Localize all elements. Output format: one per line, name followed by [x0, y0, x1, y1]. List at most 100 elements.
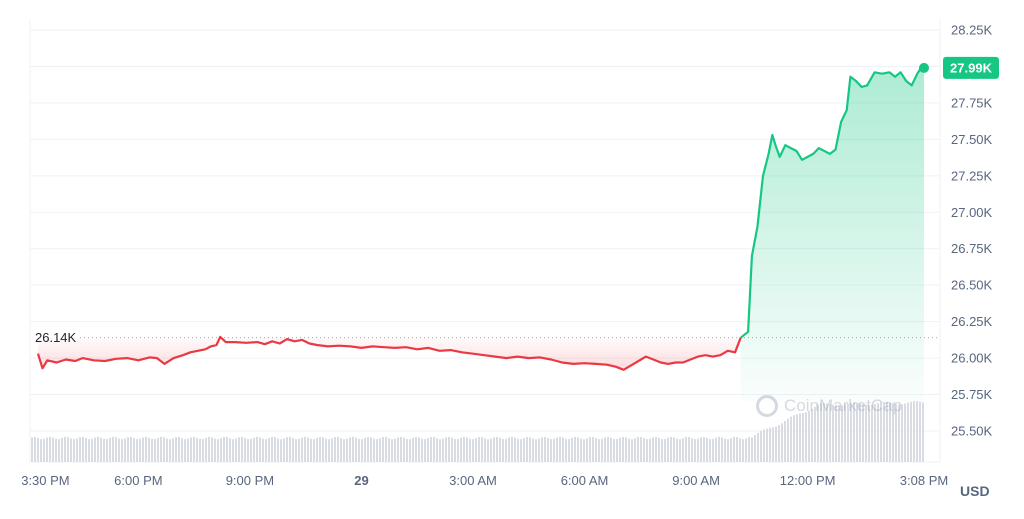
- volume-bar: [859, 403, 861, 462]
- volume-bar: [601, 438, 603, 462]
- volume-bar: [319, 436, 321, 462]
- volume-bar: [616, 439, 618, 462]
- volume-bar: [634, 438, 636, 462]
- volume-bar: [712, 438, 714, 462]
- volume-bar: [64, 436, 66, 462]
- volume-bar: [775, 426, 777, 462]
- volume-bar: [154, 439, 156, 462]
- volume-bar: [835, 405, 837, 462]
- volume-bar: [559, 436, 561, 462]
- volume-bar: [52, 437, 54, 462]
- volume-bar: [382, 437, 384, 462]
- volume-bar: [868, 405, 870, 462]
- volume-bar: [757, 432, 759, 462]
- volume-bar: [658, 437, 660, 462]
- volume-bar: [781, 423, 783, 462]
- volume-bar: [478, 436, 480, 462]
- volume-bar: [406, 438, 408, 462]
- y-axis: 28.25K28.00K27.75K27.50K27.25K27.00K26.7…: [943, 23, 999, 439]
- volume-bar: [493, 437, 495, 462]
- volume-bar: [202, 438, 204, 462]
- volume-bar: [562, 437, 564, 462]
- volume-bar: [580, 438, 582, 462]
- volume-bar: [370, 437, 372, 462]
- volume-bar: [325, 438, 327, 462]
- volume-bar: [172, 438, 174, 462]
- volume-bar: [280, 439, 282, 462]
- volume-bar: [538, 438, 540, 462]
- volume-bar: [514, 437, 516, 462]
- volume-bar: [100, 437, 102, 462]
- volume-bar: [604, 437, 606, 462]
- volume-bar: [403, 437, 405, 462]
- volume-bar: [136, 439, 138, 462]
- volume-bar: [46, 437, 48, 462]
- volume-bar: [655, 436, 657, 462]
- volume-bar: [142, 437, 144, 462]
- volume-bar: [379, 438, 381, 462]
- volume-bar: [511, 436, 513, 462]
- volume-bar: [637, 437, 639, 462]
- volume-bar: [268, 438, 270, 462]
- volume-bar: [241, 436, 243, 462]
- volume-bar: [760, 430, 762, 462]
- volume-bar: [412, 437, 414, 462]
- volume-bar: [550, 439, 552, 462]
- volume-bar: [694, 439, 696, 462]
- volume-bar: [910, 401, 912, 462]
- volume-bar: [508, 437, 510, 462]
- volume-bar: [307, 437, 309, 462]
- volume-bar: [58, 439, 60, 462]
- volume-bar: [661, 439, 663, 462]
- volume-bar: [283, 438, 285, 462]
- y-tick-label: 27.25K: [951, 168, 993, 183]
- volume-bar: [808, 410, 810, 462]
- volume-bar: [592, 436, 594, 462]
- volume-bar: [571, 437, 573, 462]
- watermark-text: CoinMarketCap: [784, 396, 903, 415]
- volume-bar: [595, 438, 597, 462]
- volume-bar: [106, 439, 108, 462]
- volume-bar: [457, 438, 459, 462]
- volume-bar: [76, 438, 78, 462]
- volume-bar: [124, 438, 126, 462]
- volume-bar: [652, 437, 654, 462]
- coinmarketcap-logo-icon: [756, 395, 778, 417]
- volume-bar: [862, 404, 864, 462]
- x-tick-label: 29: [354, 473, 368, 488]
- volume-bar: [220, 438, 222, 462]
- volume-bar: [754, 435, 756, 462]
- volume-bar: [184, 439, 186, 462]
- volume-bar: [85, 438, 87, 462]
- volume-bar: [625, 437, 627, 462]
- volume-bar: [577, 437, 579, 462]
- volume-bar: [877, 403, 879, 462]
- volume-bar: [430, 436, 432, 462]
- volume-bar: [697, 438, 699, 462]
- volume-bar: [415, 436, 417, 462]
- volume-bar: [823, 403, 825, 462]
- volume-bar: [31, 437, 33, 462]
- volume-bar: [223, 436, 225, 462]
- volume-bar: [739, 438, 741, 462]
- y-tick-label: 27.75K: [951, 95, 993, 110]
- current-price-badge: [943, 56, 999, 79]
- volume-bar: [583, 439, 585, 462]
- volume-bar: [463, 436, 465, 462]
- volume-bar: [844, 404, 846, 462]
- volume-bar: [664, 438, 666, 462]
- volume-bar: [817, 404, 819, 462]
- volume-bar: [61, 438, 63, 462]
- x-tick-label: 12:00 PM: [780, 473, 836, 488]
- volume-bar: [586, 438, 588, 462]
- volume-bar: [769, 428, 771, 462]
- volume-bar: [250, 438, 252, 462]
- volume-bar: [484, 438, 486, 462]
- volume-bar: [259, 437, 261, 462]
- volume-bar: [400, 436, 402, 462]
- reference-price-label: 26.14K: [35, 330, 77, 345]
- volume-bar: [226, 437, 228, 462]
- volume-bar: [796, 414, 798, 462]
- volume-bar: [466, 437, 468, 462]
